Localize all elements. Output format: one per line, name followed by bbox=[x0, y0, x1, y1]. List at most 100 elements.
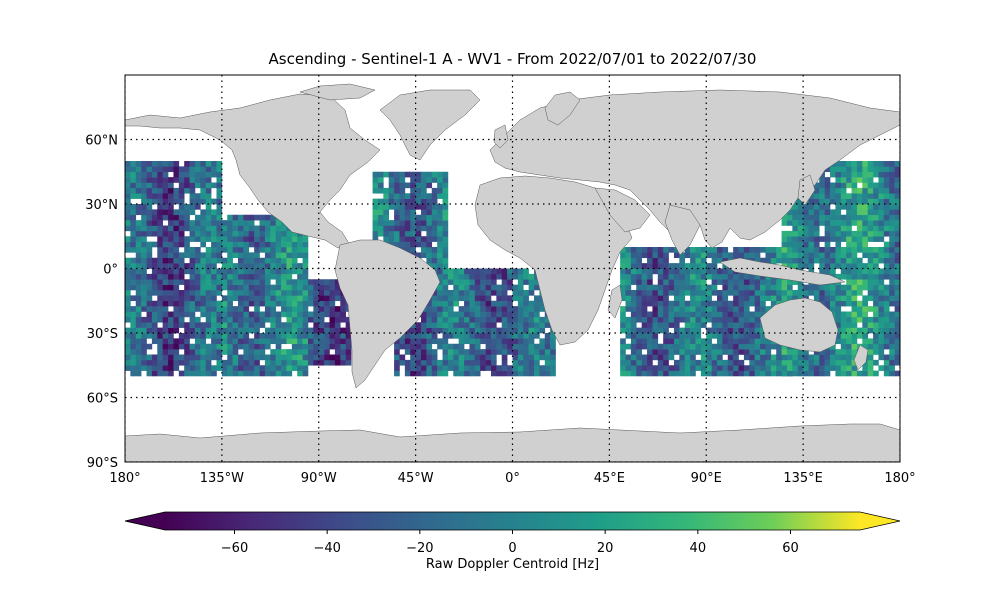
doppler-cell bbox=[157, 161, 163, 167]
doppler-cell bbox=[329, 311, 336, 318]
doppler-cell bbox=[894, 273, 900, 280]
doppler-cell bbox=[125, 209, 131, 216]
doppler-cell bbox=[808, 198, 815, 205]
doppler-cell bbox=[281, 268, 287, 275]
doppler-cell bbox=[189, 166, 196, 173]
doppler-cell bbox=[867, 354, 874, 361]
doppler-cell bbox=[690, 284, 696, 291]
doppler-cell bbox=[620, 343, 626, 350]
doppler-cell bbox=[162, 343, 169, 350]
doppler-cell bbox=[291, 300, 298, 307]
doppler-cell bbox=[851, 230, 858, 237]
doppler-cell bbox=[813, 187, 820, 194]
doppler-cell bbox=[883, 204, 890, 210]
doppler-cell bbox=[216, 333, 223, 339]
doppler-cell bbox=[862, 322, 869, 328]
doppler-cell bbox=[453, 322, 459, 328]
doppler-cell bbox=[259, 214, 266, 221]
doppler-cell bbox=[652, 290, 659, 296]
doppler-cell bbox=[275, 252, 282, 259]
doppler-cell bbox=[238, 333, 244, 339]
doppler-cell bbox=[528, 370, 535, 377]
doppler-cell bbox=[706, 284, 712, 291]
doppler-cell bbox=[307, 295, 314, 302]
doppler-cell bbox=[523, 370, 529, 377]
doppler-cell bbox=[264, 263, 271, 269]
doppler-cell bbox=[722, 268, 729, 275]
doppler-cell bbox=[243, 343, 250, 350]
doppler-cell bbox=[490, 370, 497, 377]
doppler-cell bbox=[679, 273, 686, 280]
doppler-cell bbox=[173, 311, 180, 318]
doppler-cell bbox=[340, 333, 346, 339]
doppler-cell bbox=[394, 349, 400, 355]
doppler-cell bbox=[200, 193, 207, 199]
doppler-cell bbox=[754, 365, 761, 371]
doppler-cell bbox=[496, 338, 503, 345]
doppler-cell bbox=[313, 338, 320, 345]
doppler-cell bbox=[345, 349, 352, 355]
doppler-cell bbox=[291, 306, 298, 312]
doppler-cell bbox=[291, 279, 298, 285]
doppler-cell bbox=[205, 171, 212, 178]
doppler-cell bbox=[259, 257, 266, 264]
doppler-cell bbox=[291, 322, 298, 328]
doppler-cell bbox=[684, 247, 691, 253]
doppler-cell bbox=[329, 354, 336, 361]
doppler-cell bbox=[458, 365, 465, 371]
doppler-cell bbox=[404, 204, 411, 210]
doppler-cell bbox=[281, 252, 287, 259]
doppler-cell bbox=[824, 187, 831, 194]
doppler-cell bbox=[873, 187, 879, 194]
doppler-cell bbox=[824, 290, 831, 296]
doppler-cell bbox=[700, 349, 707, 355]
doppler-cell bbox=[227, 268, 233, 275]
doppler-cell bbox=[673, 252, 680, 259]
doppler-cell bbox=[781, 365, 788, 371]
doppler-cell bbox=[695, 279, 702, 285]
doppler-cell bbox=[259, 268, 266, 275]
doppler-cell bbox=[878, 247, 885, 253]
doppler-cell bbox=[474, 290, 481, 296]
doppler-cell bbox=[297, 236, 303, 242]
doppler-cell bbox=[313, 322, 320, 328]
doppler-cell bbox=[792, 230, 799, 237]
doppler-cell bbox=[125, 193, 131, 199]
doppler-cell bbox=[873, 209, 879, 216]
doppler-cell bbox=[184, 333, 190, 339]
doppler-cell bbox=[894, 343, 900, 350]
doppler-cell bbox=[894, 230, 900, 237]
doppler-cell bbox=[194, 204, 201, 210]
doppler-cell bbox=[297, 284, 303, 291]
doppler-cell bbox=[512, 306, 519, 312]
doppler-cell bbox=[840, 257, 847, 264]
doppler-cell bbox=[636, 338, 642, 345]
doppler-cell bbox=[485, 327, 492, 334]
doppler-cell bbox=[840, 166, 847, 173]
doppler-cell bbox=[663, 300, 669, 307]
doppler-cell bbox=[146, 161, 153, 167]
doppler-cell bbox=[496, 343, 503, 350]
doppler-cell bbox=[765, 290, 772, 296]
doppler-cell bbox=[663, 359, 669, 366]
doppler-cell bbox=[135, 241, 142, 248]
doppler-cell bbox=[797, 252, 804, 259]
doppler-cell bbox=[329, 343, 336, 350]
doppler-cell bbox=[426, 182, 433, 189]
doppler-cell bbox=[819, 252, 825, 259]
doppler-cell bbox=[442, 214, 449, 221]
doppler-cell bbox=[302, 327, 309, 334]
map-frame bbox=[124, 74, 901, 463]
doppler-cell bbox=[334, 306, 341, 312]
doppler-cell bbox=[168, 236, 174, 242]
doppler-cell bbox=[324, 322, 330, 328]
doppler-cell bbox=[291, 343, 298, 350]
doppler-cell bbox=[162, 209, 169, 216]
doppler-cell bbox=[803, 241, 809, 248]
doppler-cell bbox=[259, 300, 266, 307]
doppler-cell bbox=[754, 316, 761, 323]
doppler-cell bbox=[286, 370, 293, 377]
doppler-cell bbox=[641, 311, 648, 318]
doppler-cell bbox=[238, 214, 244, 221]
doppler-cell bbox=[168, 214, 174, 221]
